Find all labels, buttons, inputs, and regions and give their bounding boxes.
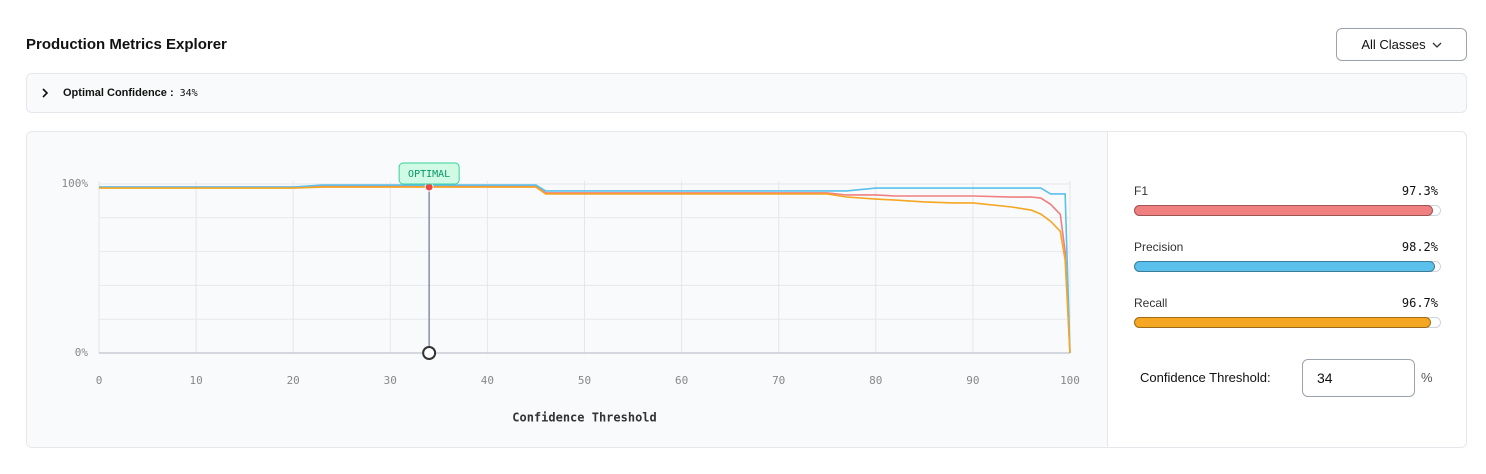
optimal-base [422,346,437,360]
threshold-unit: % [1421,370,1433,385]
x-tick-label: 40 [481,374,494,387]
x-tick-label: 10 [189,374,202,387]
metric-name: F1 [1134,184,1149,198]
x-tick-label: 20 [287,374,300,387]
metric-value: 97.3% [1401,184,1438,198]
metric-value: 98.2% [1401,240,1438,254]
metric-value: 96.7% [1401,296,1438,310]
page-title: Production Metrics Explorer [26,36,227,53]
metric-name: Recall [1134,296,1168,310]
x-tick-label: 0 [96,374,103,387]
expand-chevron [42,88,49,98]
summary-label: Optimal Confidence : [63,87,174,99]
threshold-label: Confidence Threshold: [1140,370,1271,385]
optimal-badge [398,162,460,185]
chart-panel: 0 10 20 30 40 50 60 70 80 90 100 0% 100% Confidence T… [26,131,1467,448]
x-tick-label: 80 [869,374,882,387]
y-tick-label: 0% [75,346,89,359]
series-line [99,185,1071,354]
metric-bar [1134,317,1431,328]
line-chart: 0 10 20 30 40 50 60 70 80 90 100 0% 100% Confidence T… [62,162,1080,425]
series-line [99,186,1071,354]
y-tick-label: 100% [62,177,89,190]
x-tick-label: 70 [772,374,785,387]
dropdown-label: All Classes [1361,37,1426,52]
metric-name: Precision [1134,240,1184,254]
metric-bar [1134,205,1433,216]
threshold-input[interactable]: 34 [1302,359,1415,397]
metric-bar [1134,261,1436,272]
threshold-value: 34 [1317,370,1333,386]
summary-bar[interactable]: Optimal Confidence : 34% [26,73,1467,113]
x-tick-label: 100 [1060,374,1080,387]
optimal-label: OPTIMAL [408,169,450,180]
class-dropdown[interactable]: All Classes [1336,28,1467,61]
dropdown-chevron [1432,42,1442,48]
x-tick-label: 50 [578,374,591,387]
x-tick-label: 60 [675,374,688,387]
x-tick-label: 30 [384,374,397,387]
x-axis-title: Confidence Threshold [512,411,657,425]
summary-value: 34% [179,87,198,99]
x-tick-label: 90 [966,374,979,387]
series-line [99,184,1071,354]
